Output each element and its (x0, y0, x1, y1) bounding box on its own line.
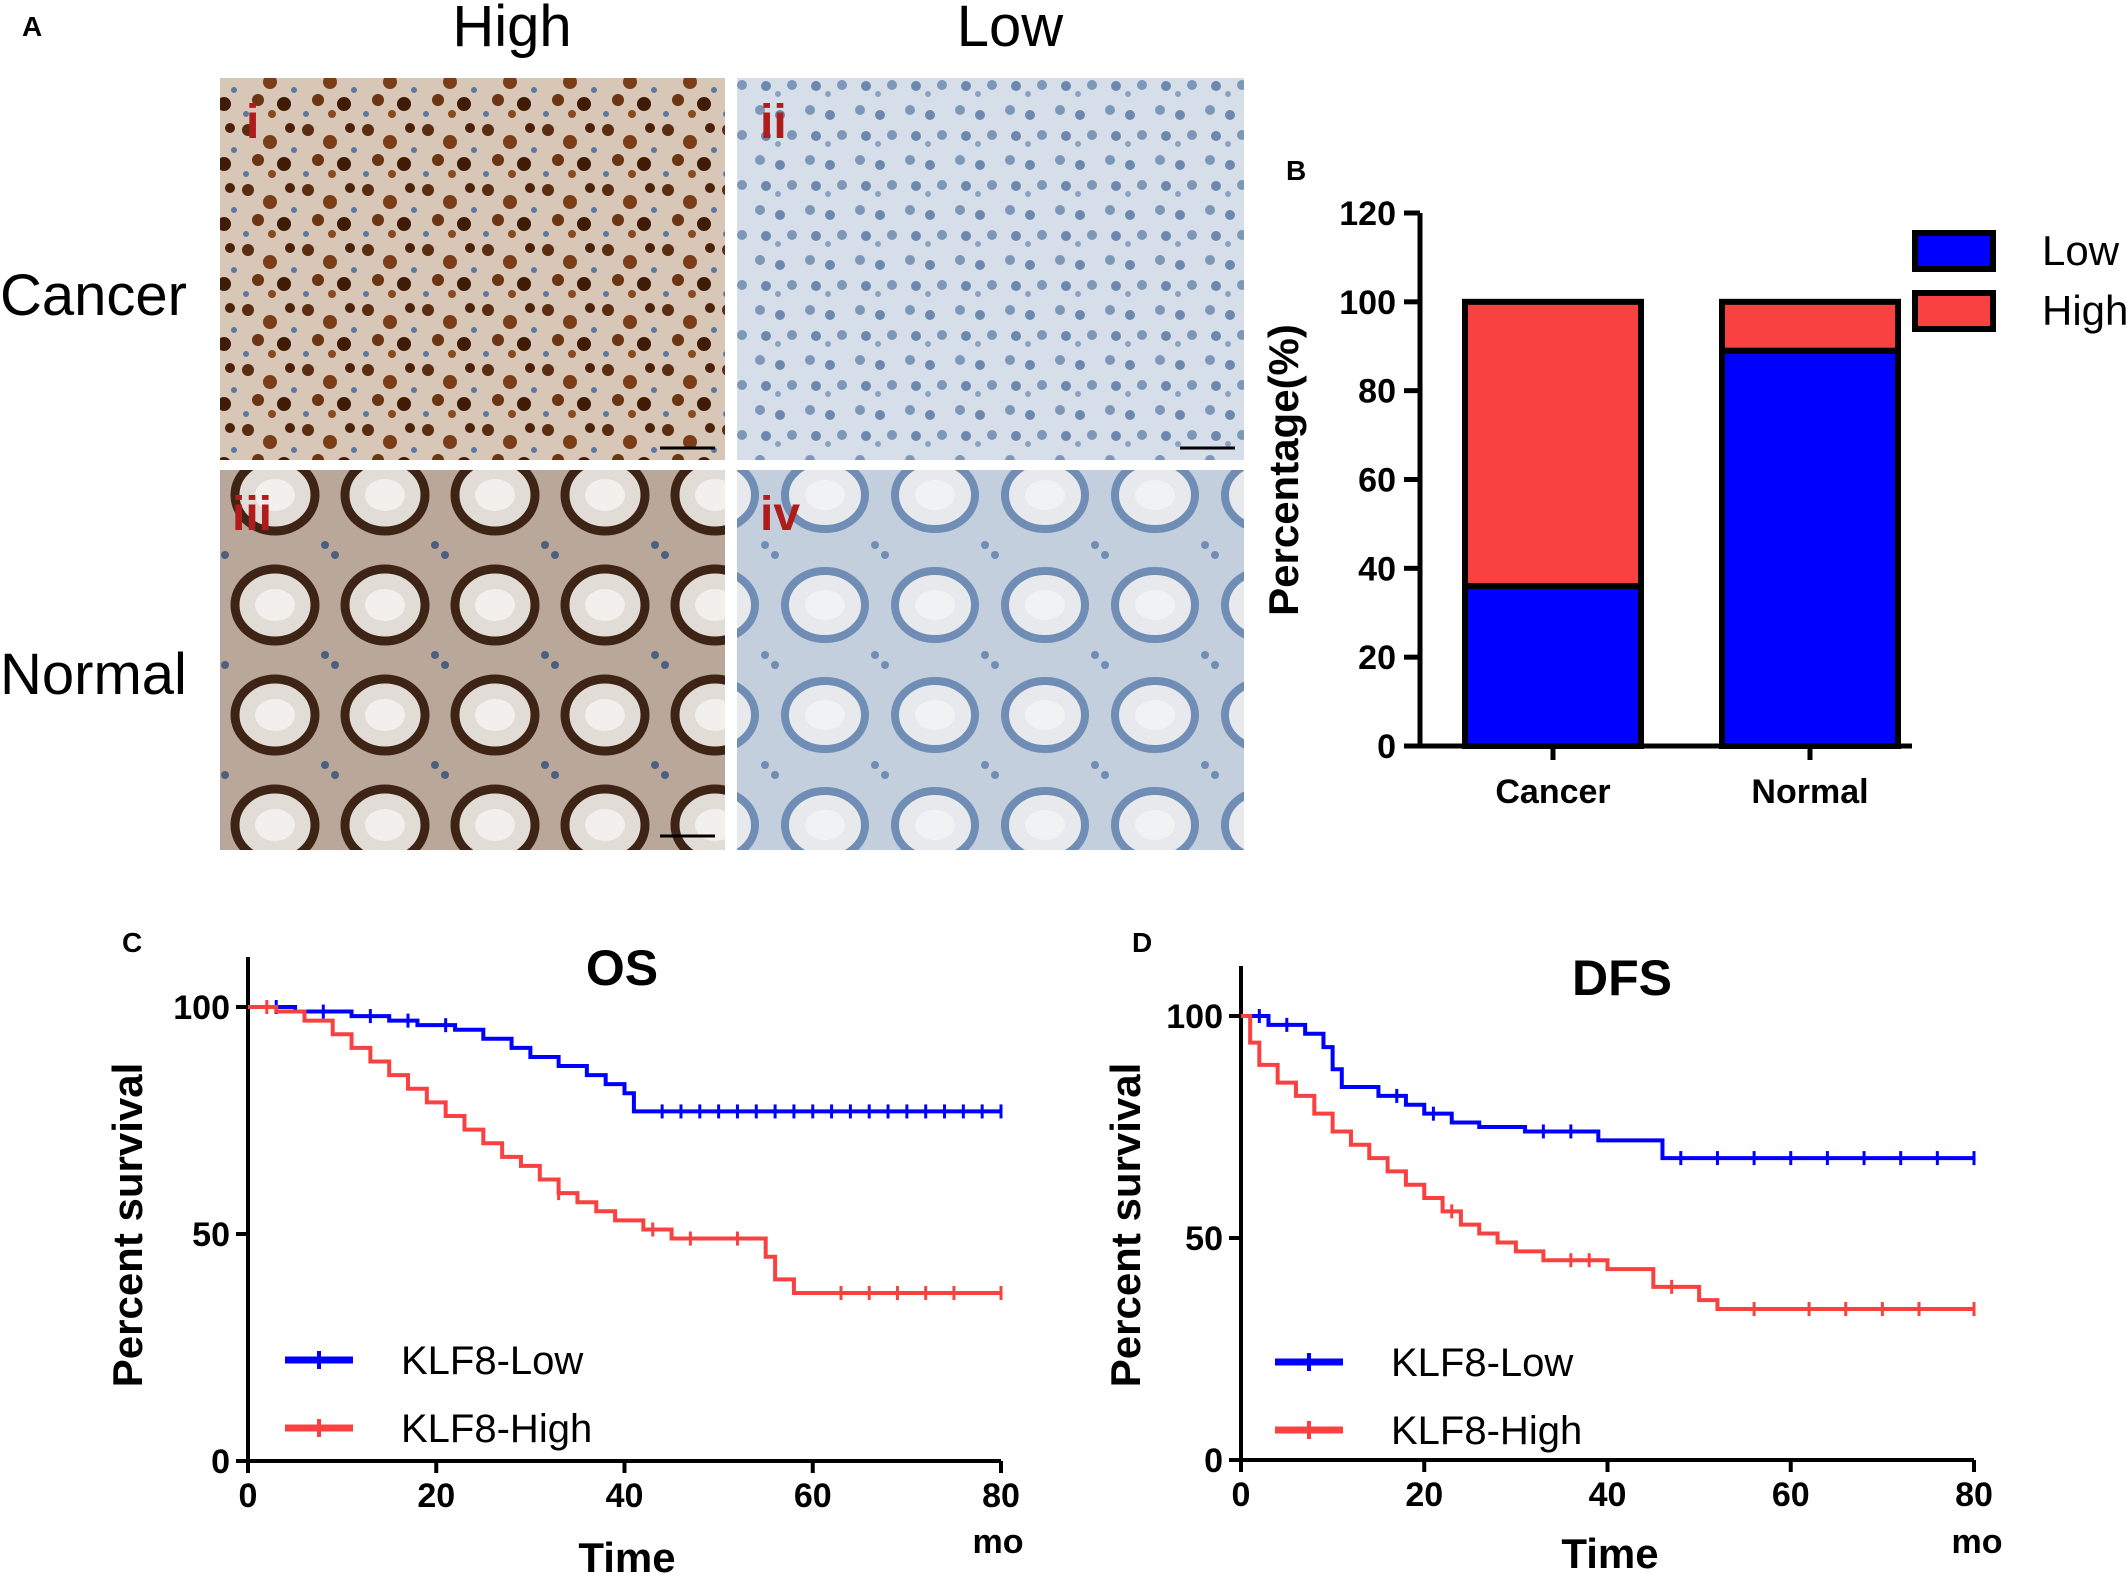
d-x-tick-label: 80 (1955, 1476, 1993, 1514)
row-title-normal: Normal (0, 642, 187, 707)
d-y-tick-label: 50 (1185, 1220, 1223, 1258)
micrograph-cancer-low (737, 78, 1244, 460)
chart-b: B Percentage(%) 0 20 40 60 80 100 120 Cancer Nor… (1260, 155, 2128, 811)
panel-label-d: D (1132, 927, 1152, 958)
column-title-low: Low (957, 0, 1065, 59)
micrograph-normal-low (737, 470, 1244, 850)
bar-normal-low (1719, 347, 1901, 749)
c-x-unit: mo (973, 1523, 1024, 1561)
column-title-high: High (452, 0, 571, 59)
d-x-tick-label: 40 (1589, 1476, 1627, 1514)
d-y-axis-label: Percent survival (1102, 1063, 1149, 1388)
b-y-axis-label: Percentage(%) (1260, 324, 1307, 616)
c-y-axis-label: Percent survival (104, 1063, 151, 1388)
tile-label-i: i (246, 96, 259, 149)
tile-label-iv: iv (760, 488, 800, 541)
c-curve-klf8-low (248, 1005, 1001, 1114)
d-x-tick-label: 0 (1232, 1476, 1251, 1514)
b-legend-swatch-low (1912, 230, 1996, 272)
d-legend-label-klf8-high: KLF8-High (1391, 1409, 1582, 1453)
d-x-tick-label: 60 (1772, 1476, 1810, 1514)
b-legend-label-low: Low (2042, 227, 2120, 274)
b-y-tick-label: 100 (1339, 284, 1396, 322)
c-y-tick-label: 100 (173, 989, 230, 1027)
c-legend-label-klf8-low: KLF8-Low (401, 1339, 583, 1383)
chart-d: D DFS Percent survival Time mo 0 50 100 0 20… (1102, 927, 2003, 1577)
tile-label-ii: ii (760, 96, 787, 149)
panel-label-c: C (122, 927, 142, 958)
chart-c: C OS Percent survival Time mo 0 50 100 0 20 4… (104, 927, 1024, 1577)
c-y-tick-label: 50 (192, 1216, 230, 1254)
d-curve-klf8-low (1241, 1014, 1974, 1161)
bar-cancer-low (1462, 583, 1644, 749)
b-legend-label-high: High (2042, 287, 2128, 334)
b-y-tick-label: 120 (1339, 195, 1396, 233)
d-curve-klf8-high (1241, 1014, 1974, 1312)
tile-label-iii: iii (232, 488, 272, 541)
micrograph-cancer-high (220, 78, 725, 460)
bar-normal-high (1719, 298, 1901, 354)
d-x-axis-label: Time (1561, 1530, 1658, 1577)
d-legend-label-klf8-low: KLF8-Low (1391, 1341, 1573, 1385)
micrograph-normal-high (220, 470, 725, 850)
c-x-tick-label: 20 (417, 1477, 455, 1515)
c-legend-label-klf8-high: KLF8-High (401, 1407, 592, 1451)
b-legend-swatch-high (1912, 290, 1996, 332)
d-y-tick-label: 100 (1166, 998, 1223, 1036)
c-curve-klf8-high (248, 1005, 1001, 1296)
b-y-tick-label: 20 (1358, 639, 1396, 677)
d-x-unit: mo (1952, 1523, 2003, 1561)
b-y-tick-label: 60 (1358, 462, 1396, 500)
bar-cancer-high (1462, 298, 1644, 590)
panel-label-b: B (1286, 155, 1306, 186)
c-x-tick-label: 0 (239, 1477, 258, 1515)
c-x-tick-label: 60 (794, 1477, 832, 1515)
c-y-tick-label: 0 (211, 1443, 230, 1481)
b-y-tick-label: 0 (1377, 728, 1396, 766)
d-title: DFS (1572, 950, 1672, 1006)
b-x-tick-label: Normal (1751, 773, 1868, 811)
c-x-tick-label: 80 (982, 1477, 1020, 1515)
c-x-axis-label: Time (578, 1534, 675, 1577)
b-x-tick-label: Cancer (1495, 773, 1610, 811)
d-y-tick-label: 0 (1204, 1442, 1223, 1480)
c-x-tick-label: 40 (606, 1477, 644, 1515)
panel-a: A High Low Cancer Normal i ii iii iv (0, 0, 1244, 850)
c-title: OS (586, 940, 658, 996)
row-title-cancer: Cancer (0, 263, 187, 328)
b-y-tick-label: 80 (1358, 373, 1396, 411)
b-y-tick-label: 40 (1358, 550, 1396, 588)
d-x-tick-label: 20 (1405, 1476, 1443, 1514)
panel-label-a: A (22, 11, 42, 42)
